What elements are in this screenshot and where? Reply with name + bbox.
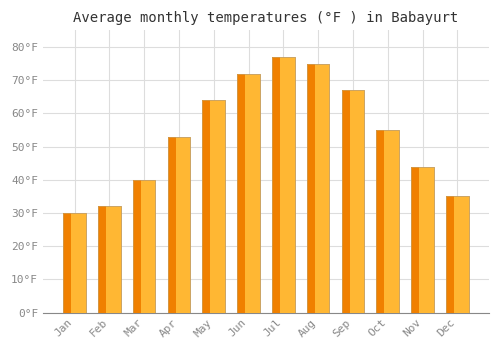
Bar [202, 100, 225, 313]
Bar [63, 213, 86, 313]
Bar [411, 167, 434, 313]
Bar [446, 196, 468, 313]
Bar [168, 137, 190, 313]
Bar [168, 137, 190, 313]
Bar [376, 130, 399, 313]
Bar [342, 90, 364, 313]
Bar [237, 74, 260, 313]
Bar [133, 180, 156, 313]
Bar [133, 180, 141, 313]
Bar [411, 167, 434, 313]
Bar [237, 74, 260, 313]
Bar [63, 213, 71, 313]
Bar [98, 206, 120, 313]
Bar [133, 180, 156, 313]
Bar [342, 90, 349, 313]
Bar [202, 100, 210, 313]
Bar [98, 206, 120, 313]
Bar [237, 74, 245, 313]
Bar [63, 213, 86, 313]
Bar [272, 57, 294, 313]
Bar [307, 64, 330, 313]
Bar [446, 196, 468, 313]
Title: Average monthly temperatures (°F ) in Babayurt: Average monthly temperatures (°F ) in Ba… [74, 11, 458, 25]
Bar [307, 64, 314, 313]
Bar [411, 167, 419, 313]
Bar [307, 64, 330, 313]
Bar [168, 137, 175, 313]
Bar [376, 130, 384, 313]
Bar [98, 206, 106, 313]
Bar [202, 100, 225, 313]
Bar [376, 130, 399, 313]
Bar [446, 196, 454, 313]
Bar [272, 57, 280, 313]
Bar [272, 57, 294, 313]
Bar [342, 90, 364, 313]
